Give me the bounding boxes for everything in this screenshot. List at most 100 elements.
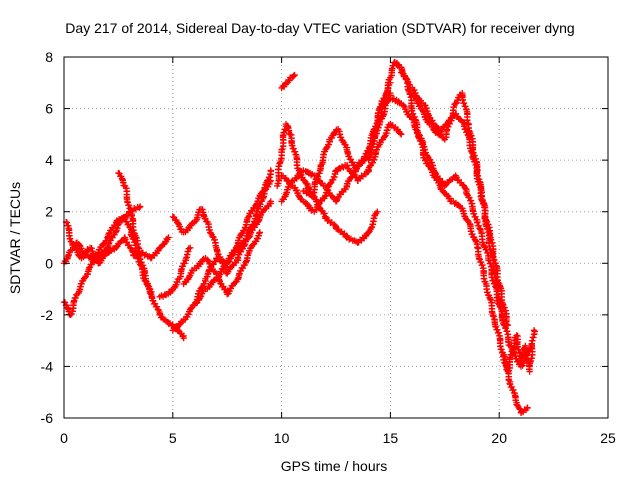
x-tick-label: 15 xyxy=(383,430,399,446)
data-point xyxy=(504,321,512,329)
y-tick-label: 2 xyxy=(45,204,53,220)
data-marker xyxy=(498,346,505,353)
data-point xyxy=(376,115,383,123)
data-marker xyxy=(81,274,89,281)
data-marker xyxy=(238,230,245,238)
data-marker xyxy=(222,261,230,268)
x-tick-label: 20 xyxy=(491,430,507,446)
data-marker xyxy=(344,162,351,169)
data-point xyxy=(267,198,274,205)
data-marker xyxy=(198,284,205,291)
data-marker xyxy=(471,152,478,159)
x-tick-label: 25 xyxy=(600,430,616,446)
data-marker xyxy=(381,133,388,140)
data-marker xyxy=(327,180,334,187)
data-marker xyxy=(72,294,79,302)
data-marker xyxy=(177,225,185,233)
data-marker xyxy=(286,77,293,84)
series-track-10 xyxy=(278,71,298,92)
data-point xyxy=(267,177,274,184)
data-marker xyxy=(323,144,330,152)
data-point xyxy=(136,203,144,210)
plot-border xyxy=(63,56,609,419)
data-marker xyxy=(474,219,481,226)
x-axis-label: GPS time / hours xyxy=(281,458,388,474)
y-tick-label: -4 xyxy=(41,358,54,374)
series-track-9 xyxy=(191,198,274,308)
data-marker xyxy=(63,219,71,226)
x-tick-label: 10 xyxy=(274,430,290,446)
data-marker xyxy=(463,190,471,198)
data-point xyxy=(524,404,531,411)
data-marker xyxy=(349,159,356,166)
data-marker xyxy=(291,148,299,155)
y-tick-label: 4 xyxy=(45,152,53,168)
series-track-15 xyxy=(365,58,531,417)
axes-frame xyxy=(63,56,609,419)
data-marker xyxy=(139,262,147,269)
grid xyxy=(64,57,608,418)
data-marker xyxy=(503,321,510,328)
data-point xyxy=(504,368,512,375)
data-point xyxy=(180,334,187,342)
data-point xyxy=(291,71,298,79)
data-point xyxy=(500,316,507,324)
data-marker xyxy=(462,103,469,110)
data-marker xyxy=(464,120,471,127)
data-marker xyxy=(397,130,404,137)
data-marker xyxy=(266,178,274,185)
data-point xyxy=(321,193,329,200)
plot-area xyxy=(60,58,538,417)
series-track-8 xyxy=(180,229,264,298)
data-point xyxy=(517,358,525,365)
data-marker xyxy=(109,245,117,252)
x-tick-label: 0 xyxy=(60,430,68,446)
data-marker xyxy=(477,258,485,266)
data-marker xyxy=(416,132,424,139)
data-marker xyxy=(290,73,297,80)
data-marker xyxy=(531,328,538,335)
y-tick-label: -6 xyxy=(41,410,54,426)
data-point xyxy=(530,327,538,334)
data-point xyxy=(398,131,405,138)
data-marker xyxy=(507,351,515,358)
data-marker xyxy=(406,81,413,88)
y-tick-label: 8 xyxy=(45,49,53,65)
series-track-11 xyxy=(274,120,381,246)
data-marker xyxy=(153,303,161,310)
data-marker xyxy=(460,99,468,107)
data-marker xyxy=(249,241,257,248)
data-marker xyxy=(472,237,479,244)
chart-title: Day 217 of 2014, Sidereal Day-to-day VTE… xyxy=(65,20,574,36)
series-track-13 xyxy=(278,120,405,215)
data-marker xyxy=(290,145,297,152)
data-marker xyxy=(314,173,322,180)
data-marker xyxy=(501,353,508,360)
series-track-5 xyxy=(156,244,194,301)
y-tick-label: -2 xyxy=(41,307,54,323)
data-point xyxy=(256,229,264,236)
data-marker xyxy=(469,230,476,238)
data-point xyxy=(182,254,190,262)
data-marker xyxy=(171,284,178,292)
series-track-19 xyxy=(500,327,538,375)
data-point xyxy=(278,146,285,154)
tick-labels: 0 5 10 15 20 25 -6 -4 -2 0 2 4 6 8 xyxy=(41,49,616,446)
data-point xyxy=(308,193,316,200)
x-tick-label: 5 xyxy=(169,430,177,446)
data-marker xyxy=(499,315,506,323)
series-track-4 xyxy=(62,218,172,267)
data-point xyxy=(165,234,172,241)
data-marker xyxy=(371,134,378,141)
data-point xyxy=(187,244,194,252)
data-marker xyxy=(446,120,454,128)
data-marker xyxy=(366,162,374,170)
data-point xyxy=(267,167,274,174)
data-marker xyxy=(368,224,375,231)
data-point xyxy=(374,208,381,215)
data-marker xyxy=(136,204,143,211)
y-tick-label: 0 xyxy=(45,255,53,271)
data-marker xyxy=(253,201,260,208)
data-marker xyxy=(125,201,133,209)
